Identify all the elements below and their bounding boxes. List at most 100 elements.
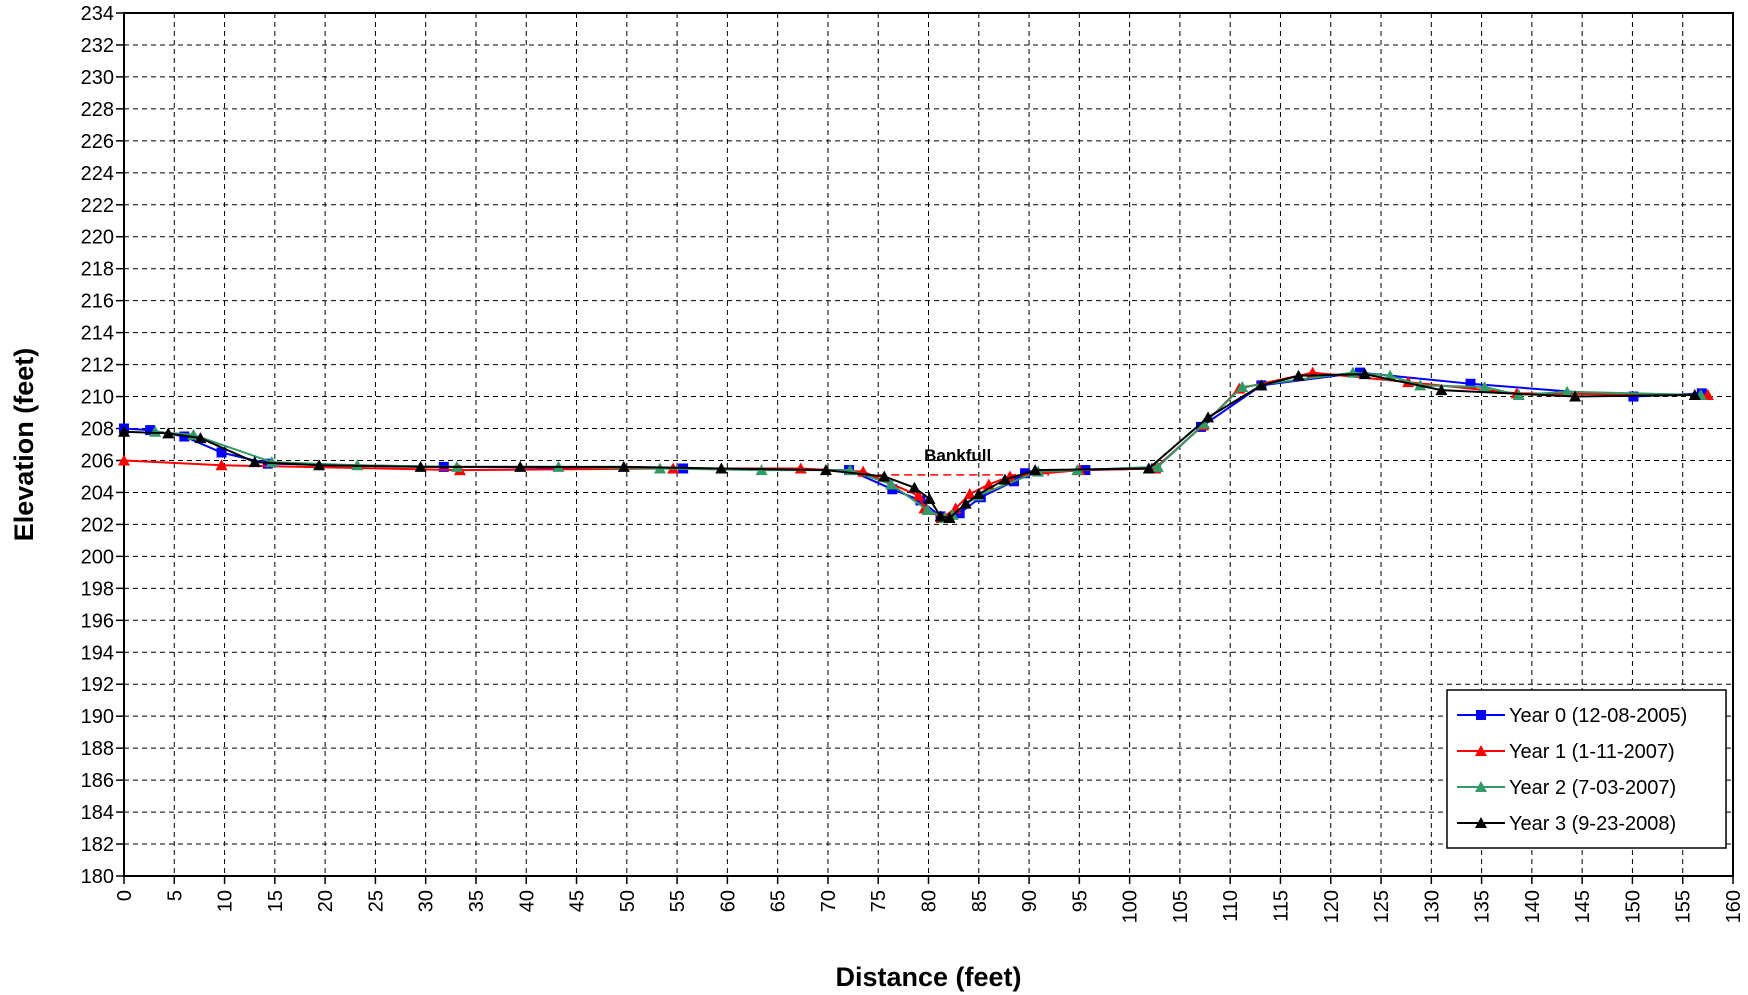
y-tick-label: 228 (81, 99, 114, 121)
x-tick-label: 5 (164, 890, 186, 901)
legend-label: Year 2 (7-03-2007) (1509, 777, 1676, 799)
x-tick-label: 140 (1522, 890, 1544, 923)
data-point (1198, 417, 1211, 429)
data-point (248, 456, 261, 468)
x-axis-title: Distance (feet) (835, 962, 1021, 992)
data-point (145, 425, 156, 436)
data-point (351, 459, 364, 471)
legend-swatch-marker (1475, 781, 1487, 792)
x-tick-label: 60 (717, 890, 739, 912)
x-tick-label: 40 (516, 890, 538, 912)
data-point (1688, 388, 1701, 400)
y-tick-label: 188 (81, 738, 114, 760)
y-axis-title: Elevation (feet) (9, 348, 39, 542)
y-tick-label: 214 (81, 323, 114, 345)
data-point (1142, 462, 1155, 474)
data-point (934, 510, 947, 522)
y-tick-label: 212 (81, 355, 114, 377)
legend-label: Year 3 (9-23-2008) (1509, 813, 1676, 835)
data-point (162, 427, 175, 439)
legend-item: Year 3 (9-23-2008) (1457, 813, 1676, 835)
x-tick-label: 120 (1321, 890, 1343, 923)
legend-swatch-marker (1475, 817, 1487, 828)
x-tick-label: 55 (667, 890, 689, 912)
y-tick-label: 230 (81, 67, 114, 89)
data-point (819, 464, 832, 476)
data-point (1255, 379, 1268, 391)
x-tick-label: 125 (1371, 890, 1393, 923)
legend-item: Year 1 (1-11-2007) (1457, 741, 1675, 763)
y-tick-label: 218 (81, 259, 114, 281)
legend-label: Year 1 (1-11-2007) (1509, 741, 1675, 763)
x-tick-label: 155 (1673, 890, 1695, 923)
data-point (943, 512, 956, 524)
data-point (514, 460, 527, 472)
bankfull-annotation: Bankfull (878, 446, 1050, 476)
y-tick-label: 180 (81, 866, 114, 888)
data-point (1478, 380, 1491, 392)
x-tick-label: 90 (1019, 890, 1041, 912)
x-tick-label: 70 (818, 890, 840, 912)
data-point (908, 481, 921, 493)
data-point (1561, 385, 1574, 397)
y-tick-label: 202 (81, 514, 114, 536)
legend-swatch-marker (1476, 710, 1486, 720)
axis-ticks: 1801821841861881901921941961982002022042… (81, 3, 1745, 923)
y-tick-label: 192 (81, 674, 114, 696)
y-tick-label: 222 (81, 195, 114, 217)
y-tick-label: 232 (81, 35, 114, 57)
legend-label: Year 0 (12-08-2005) (1509, 705, 1687, 727)
x-tick-label: 65 (768, 890, 790, 912)
data-point (715, 462, 728, 474)
y-tick-label: 224 (81, 163, 114, 185)
y-tick-label: 184 (81, 802, 114, 824)
x-tick-label: 100 (1120, 890, 1142, 923)
x-tick-label: 25 (365, 890, 387, 912)
y-tick-label: 194 (81, 642, 114, 664)
x-tick-label: 150 (1622, 890, 1644, 923)
y-tick-label: 186 (81, 770, 114, 792)
data-point (885, 478, 898, 490)
data-point (878, 470, 891, 482)
x-tick-label: 105 (1170, 890, 1192, 923)
bankfull-label: Bankfull (924, 446, 991, 465)
x-tick-label: 80 (919, 890, 941, 912)
data-point (194, 432, 207, 444)
data-point (921, 504, 934, 516)
data-point (1236, 380, 1249, 392)
data-point (313, 459, 326, 471)
x-tick-label: 160 (1723, 890, 1745, 923)
y-tick-label: 216 (81, 291, 114, 313)
x-tick-label: 50 (617, 890, 639, 912)
data-point (216, 447, 227, 458)
data-point (149, 425, 162, 437)
y-tick-label: 208 (81, 419, 114, 441)
x-tick-label: 10 (215, 890, 237, 912)
x-tick-label: 45 (567, 890, 589, 912)
data-point (414, 460, 427, 472)
series-3 (118, 368, 1701, 524)
data-point (118, 454, 130, 466)
x-tick-label: 145 (1572, 890, 1594, 923)
legend: Year 0 (12-08-2005) Year 1 (1-11-2007) Yea… (1446, 689, 1727, 849)
data-point (118, 425, 130, 437)
y-tick-label: 200 (81, 546, 114, 568)
legend-box (1446, 689, 1727, 849)
legend-swatch-marker (1475, 745, 1487, 756)
y-tick-label: 226 (81, 131, 114, 153)
data-point (963, 488, 976, 500)
y-tick-label: 204 (81, 482, 114, 504)
y-tick-label: 210 (81, 387, 114, 409)
data-point (215, 459, 228, 471)
data-point (265, 456, 278, 468)
data-point (1029, 464, 1042, 476)
x-tick-label: 15 (265, 890, 287, 912)
y-tick-label: 182 (81, 834, 114, 856)
x-tick-label: 95 (1069, 890, 1091, 912)
x-tick-label: 0 (114, 890, 136, 901)
series (118, 366, 1714, 524)
data-point (1569, 390, 1582, 402)
y-tick-label: 190 (81, 706, 114, 728)
data-point (1465, 378, 1476, 389)
